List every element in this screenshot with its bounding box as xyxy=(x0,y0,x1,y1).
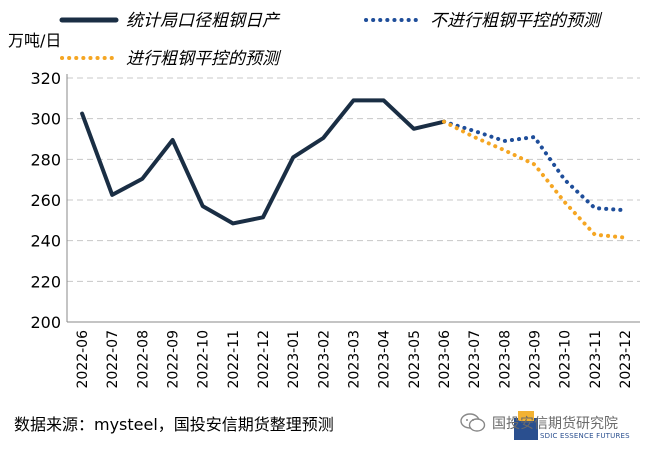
x-tick-label: 2022-06 xyxy=(75,330,91,389)
x-tick-label: 2023-07 xyxy=(467,330,483,389)
series-lines xyxy=(80,98,627,240)
brand-watermark: 国投安信期货研究院 SDIC ESSENCE FUTURES xyxy=(458,406,650,446)
legend-label-3: 进行粗钢平控的预测 xyxy=(126,49,282,69)
x-tick-label: 2022-08 xyxy=(135,330,151,389)
y-tick-label: 220 xyxy=(30,272,61,291)
y-tick-label: 240 xyxy=(30,232,61,251)
x-axis-ticks: 2022-06 2022-07 2022-08 2022-09 2022-10 2022-… xyxy=(75,330,634,389)
unit-label: 万吨/日 xyxy=(8,31,61,50)
x-tick-label: 2023-01 xyxy=(286,330,302,389)
series-line-2 xyxy=(442,119,627,213)
x-tick-label: 2023-04 xyxy=(377,330,393,389)
x-tick-label: 2023-11 xyxy=(588,330,604,389)
x-tick-label: 2023-09 xyxy=(527,330,543,389)
y-tick-label: 320 xyxy=(30,69,61,88)
x-tick-label: 2023-12 xyxy=(618,330,634,389)
y-axis-ticks: 200 220 240 260 280 300 320 xyxy=(30,69,61,332)
series-line-3 xyxy=(442,119,627,240)
legend-label-1: 统计局口径粗钢日产 xyxy=(126,11,281,31)
y-tick-label: 300 xyxy=(30,110,61,129)
x-tick-label: 2022-07 xyxy=(105,330,121,389)
x-tick-label: 2023-10 xyxy=(558,330,574,389)
legend-label-2: 不进行粗钢平控的预测 xyxy=(430,11,603,31)
x-tick-label: 2022-10 xyxy=(196,330,212,389)
y-tick-label: 200 xyxy=(30,313,61,332)
series-line-1 xyxy=(80,98,446,226)
gridlines xyxy=(66,74,640,323)
y-tick-label: 260 xyxy=(30,191,61,210)
x-tick-label: 2023-06 xyxy=(437,330,453,389)
x-tick-label: 2023-05 xyxy=(407,330,423,389)
wechat-icon xyxy=(460,413,486,432)
x-tick-label: 2023-02 xyxy=(316,330,332,389)
x-tick-label: 2023-08 xyxy=(497,330,513,389)
x-tick-label: 2022-12 xyxy=(256,330,272,389)
brand-subtitle: SDIC ESSENCE FUTURES xyxy=(540,432,630,440)
x-tick-label: 2022-09 xyxy=(166,330,182,389)
source-note: 数据来源：mysteel，国投安信期货整理预测 xyxy=(14,415,334,434)
x-tick-label: 2023-03 xyxy=(347,330,363,389)
x-tick-label: 2022-11 xyxy=(226,330,242,389)
sdic-logo-mark xyxy=(514,411,538,440)
brand-name: 国投安信期货研究院 xyxy=(492,416,618,432)
y-tick-label: 280 xyxy=(30,150,61,169)
